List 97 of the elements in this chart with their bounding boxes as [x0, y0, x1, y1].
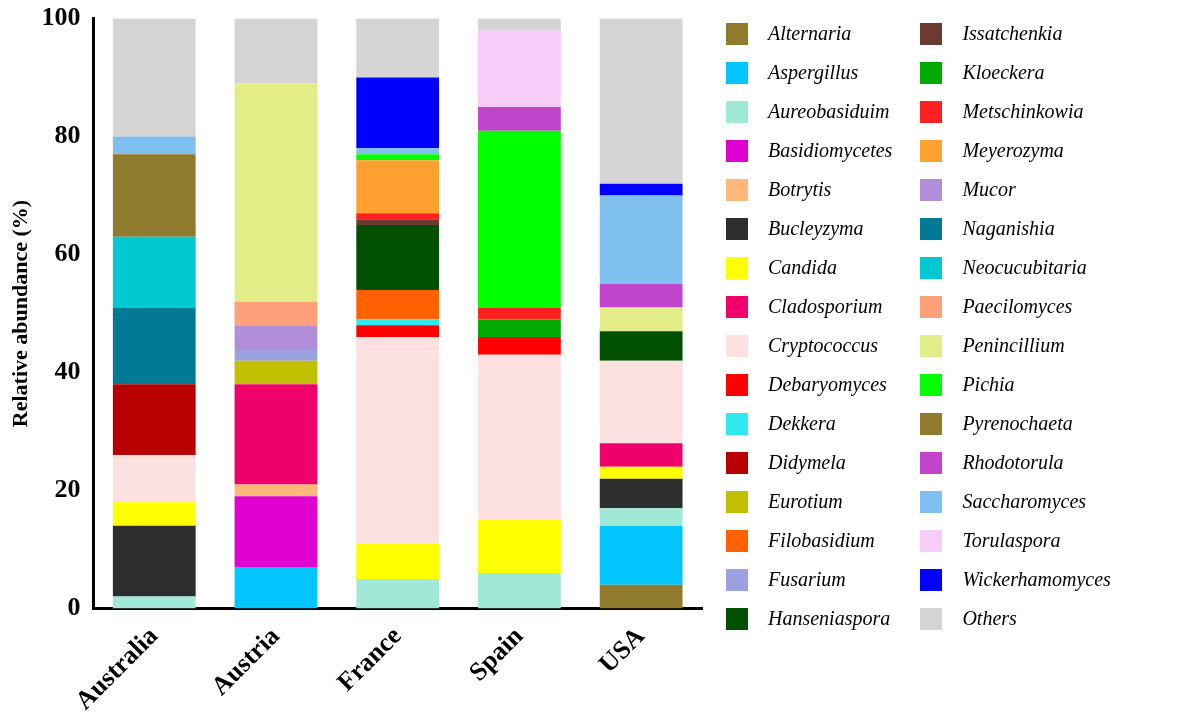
bar: [112, 236, 196, 308]
legend-label: Dekkera: [768, 412, 836, 435]
legend-label: Aureobasiduim: [768, 100, 890, 123]
legend-label: Botrytis: [768, 178, 832, 201]
bar: [356, 160, 440, 214]
y-tick-label: 40: [54, 356, 81, 386]
legend-label: Eurotium: [768, 490, 843, 513]
bar: [112, 455, 196, 503]
bar: [234, 484, 318, 497]
y-tick-label: 80: [54, 120, 81, 150]
bar: [356, 578, 440, 609]
bar: [599, 284, 683, 308]
bar: [356, 337, 440, 544]
bar: [478, 354, 561, 520]
legend-label: Issatchenkia: [962, 22, 1063, 45]
bar: [599, 360, 683, 444]
legend-label: Hanseniaspora: [768, 607, 891, 630]
bar: [356, 543, 440, 579]
legend-label: Pyrenochaeta: [962, 412, 1073, 435]
bar: [112, 18, 196, 137]
legend-label: Meyerozyma: [962, 139, 1064, 162]
bar: [356, 225, 440, 290]
legend-label: Cryptococcus: [768, 334, 878, 357]
bar: [356, 325, 440, 338]
bar: [234, 325, 318, 349]
bar: [356, 18, 440, 78]
bar: [356, 77, 440, 149]
legend-label: Torulaspora: [962, 529, 1061, 552]
bar: [478, 130, 561, 308]
bar: [599, 195, 683, 285]
x-tick-label: USA: [592, 620, 651, 679]
bar: [599, 466, 683, 479]
bar: [478, 519, 561, 574]
legend-label: Paecilomyces: [962, 295, 1073, 318]
legend-label: Wickerhamomyces: [962, 568, 1111, 591]
bar: [234, 360, 318, 385]
y-tick-label: 100: [41, 2, 81, 32]
legend-label: Kloeckera: [962, 61, 1045, 84]
legend-label: Naganishia: [962, 217, 1055, 240]
bar: [478, 319, 561, 338]
bar: [599, 525, 683, 585]
legend-label: Aspergillus: [768, 61, 859, 84]
bar: [234, 567, 318, 609]
legend-label: Others: [962, 607, 1017, 630]
bar: [234, 348, 318, 361]
bar: [112, 525, 196, 597]
bar: [112, 307, 196, 385]
bar: [112, 154, 196, 237]
bar: [112, 136, 196, 155]
y-tick-label: 60: [54, 238, 81, 268]
bar: [599, 443, 683, 467]
bar: [478, 573, 561, 609]
legend-label: Fusarium: [768, 568, 846, 591]
legend-label: Mucor: [962, 178, 1016, 201]
bar: [478, 30, 561, 108]
bar: [599, 508, 683, 526]
legend-label: Alternaria: [768, 22, 852, 45]
bar: [478, 307, 561, 320]
bar: [234, 496, 318, 568]
bar: [234, 18, 318, 84]
legend-label: Pichia: [962, 373, 1015, 396]
bar: [478, 18, 561, 31]
y-axis-title: Relative abundance (%): [6, 199, 32, 428]
legend-label: Filobasidium: [768, 529, 875, 552]
bar: [356, 289, 440, 320]
legend-label: Candida: [768, 256, 837, 279]
bar: [356, 213, 440, 220]
legend-label: Basidiomycetes: [768, 139, 893, 162]
legend-label: Neocucubitaria: [962, 256, 1087, 279]
bar: [112, 384, 196, 456]
bar: [599, 478, 683, 509]
legend-label: Bucleyzyma: [768, 217, 864, 240]
legend-label: Penincillium: [962, 334, 1065, 357]
legend-label: Didymela: [768, 451, 846, 474]
y-tick-label: 20: [54, 474, 81, 504]
bar: [599, 18, 683, 184]
bar: [599, 183, 683, 196]
bar: [356, 319, 440, 326]
bar: [234, 384, 318, 485]
legend-label: Rhodotorula: [962, 451, 1064, 474]
legend-label: Cladosporium: [768, 295, 883, 318]
bar: [599, 307, 683, 332]
legend-label: Metschinkowia: [962, 100, 1084, 123]
bar: [478, 107, 561, 131]
bar: [599, 331, 683, 361]
bar: [112, 596, 196, 609]
y-tick-label: 0: [67, 592, 81, 622]
bar: [234, 301, 318, 326]
bar: [356, 148, 440, 155]
bar: [234, 83, 318, 302]
legend-label: Saccharomyces: [962, 490, 1087, 513]
bar: [356, 154, 440, 161]
bar: [112, 502, 196, 526]
bar: [478, 337, 561, 355]
bar: [356, 219, 440, 226]
bar: [599, 584, 683, 609]
legend-label: Debaryomyces: [768, 373, 887, 396]
